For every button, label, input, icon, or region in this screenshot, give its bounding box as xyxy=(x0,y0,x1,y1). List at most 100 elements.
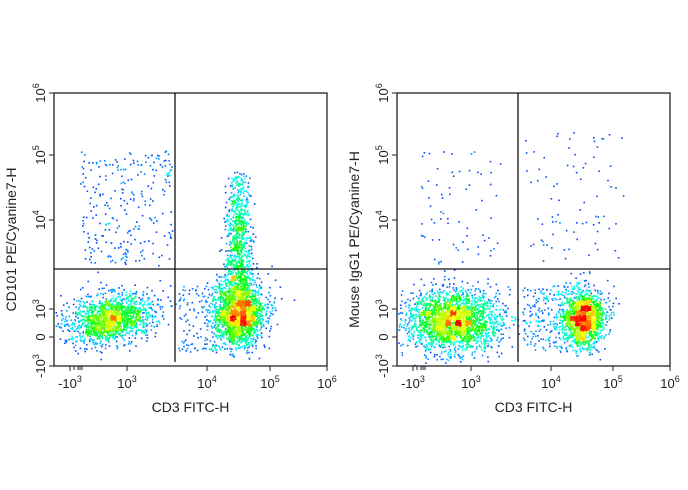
event-dot xyxy=(233,281,236,283)
event-dot xyxy=(610,317,613,320)
event-dot xyxy=(122,321,124,323)
event-dot xyxy=(110,300,113,303)
event-dot xyxy=(508,326,511,329)
event-dot xyxy=(436,167,439,170)
event-dot xyxy=(256,333,258,336)
event-dot xyxy=(125,253,127,256)
event-dot xyxy=(245,212,247,215)
event-dot xyxy=(107,310,109,313)
event-dot xyxy=(243,245,245,248)
event-dot xyxy=(188,324,191,326)
event-dot xyxy=(452,243,455,246)
event-dot xyxy=(235,207,237,209)
event-dot xyxy=(530,181,532,184)
event-dot xyxy=(502,309,505,311)
event-dot xyxy=(191,301,194,304)
event-dot xyxy=(101,313,104,315)
event-dot xyxy=(221,319,224,322)
event-dot xyxy=(246,288,249,290)
event-dot xyxy=(593,284,595,287)
event-dot xyxy=(248,310,250,313)
event-dot xyxy=(452,175,455,177)
event-dot xyxy=(240,173,243,176)
event-dot xyxy=(84,337,86,340)
event-dot xyxy=(123,289,125,291)
event-dot xyxy=(233,293,236,296)
events xyxy=(398,132,625,367)
event-dot xyxy=(453,277,456,279)
event-dot xyxy=(179,349,181,352)
event-dot xyxy=(496,242,499,244)
event-dot xyxy=(119,316,122,319)
event-dot xyxy=(255,345,257,347)
event-dot xyxy=(255,302,257,305)
event-dot xyxy=(117,302,120,304)
event-dot xyxy=(247,191,249,194)
event-dot xyxy=(500,333,502,336)
event-dot xyxy=(116,346,119,348)
event-dot xyxy=(608,134,611,136)
event-dot xyxy=(536,179,539,182)
event-dot xyxy=(551,247,553,249)
event-dot xyxy=(75,344,77,347)
event-dot xyxy=(235,287,238,289)
event-dot xyxy=(233,228,235,230)
event-dot xyxy=(126,232,129,234)
event-dot xyxy=(482,289,485,292)
event-dot xyxy=(116,311,118,314)
event-dot xyxy=(211,331,213,333)
event-dot xyxy=(65,316,67,318)
event-dot xyxy=(224,331,227,334)
event-dot xyxy=(109,311,111,314)
event-dot xyxy=(102,332,105,334)
event-dot xyxy=(141,312,144,314)
event-dot xyxy=(226,303,229,306)
event-dot xyxy=(243,232,245,235)
event-dot xyxy=(263,325,265,327)
event-dot xyxy=(126,306,129,309)
event-dot xyxy=(221,316,224,318)
event-dot xyxy=(71,324,73,326)
event-dot xyxy=(442,358,444,360)
event-dot xyxy=(230,233,232,235)
event-dot xyxy=(97,271,99,274)
event-dot xyxy=(235,317,238,320)
event-dot xyxy=(151,154,153,157)
event-dot xyxy=(243,291,246,294)
event-dot xyxy=(248,307,251,309)
event-dot xyxy=(561,347,563,349)
event-dot xyxy=(453,283,455,285)
event-dot xyxy=(231,184,234,186)
event-dot xyxy=(125,259,128,262)
event-dot xyxy=(87,335,89,337)
event-dot xyxy=(225,301,227,304)
event-dot xyxy=(91,347,93,350)
event-dot xyxy=(225,317,228,320)
event-dot xyxy=(115,231,117,234)
event-dot xyxy=(209,311,212,313)
event-dot xyxy=(240,314,242,317)
event-dot xyxy=(87,316,90,318)
event-dot xyxy=(129,343,132,345)
event-dot xyxy=(245,239,248,242)
event-dot xyxy=(99,317,101,319)
event-dot xyxy=(121,316,123,318)
event-dot xyxy=(246,261,248,263)
event-dot xyxy=(87,318,89,321)
event-dot xyxy=(238,183,241,185)
event-dot xyxy=(146,293,148,295)
event-dot xyxy=(234,336,236,338)
event-dot xyxy=(214,324,216,326)
event-dot xyxy=(138,310,140,313)
event-dot xyxy=(228,288,231,290)
event-dot xyxy=(233,269,235,272)
event-dot xyxy=(249,324,252,327)
event-dot xyxy=(136,221,138,223)
event-dot xyxy=(238,214,241,217)
event-dot xyxy=(253,332,255,335)
event-dot xyxy=(237,347,240,349)
event-dot xyxy=(224,299,227,301)
event-dot xyxy=(237,228,240,231)
event-dot xyxy=(236,288,238,291)
event-dot xyxy=(132,315,135,317)
